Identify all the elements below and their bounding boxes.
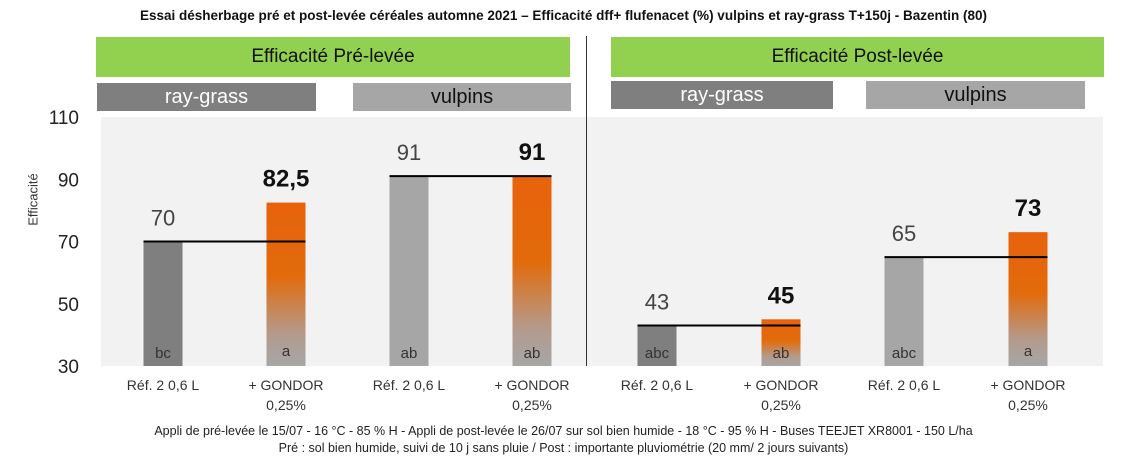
x-tick-label: Réf. 2 0,6 L (868, 377, 941, 393)
chart-title: Essai désherbage pré et post-levée céréa… (139, 8, 988, 23)
y-tick-label: 110 (49, 108, 79, 129)
banner-post-levee: Efficacité Post-levée (611, 37, 1104, 77)
x-tick-label: + GONDOR (248, 377, 323, 393)
y-tick-label: 90 (58, 170, 79, 191)
bar (637, 325, 677, 366)
x-tick-label: 0,25% (1008, 397, 1048, 413)
x-tick-label: + GONDOR (743, 377, 818, 393)
footer-line-1: Appli de pré-levée le 15/07 - 16 °C - 85… (154, 424, 973, 438)
x-tick-label: + GONDOR (494, 377, 569, 393)
data-label: 65 (892, 221, 916, 246)
stat-group-label: abc (645, 345, 670, 362)
banner-pre-levee: Efficacité Pré-levée (96, 37, 570, 77)
data-label: 43 (645, 290, 669, 315)
data-label: 45 (768, 282, 795, 309)
group-label-post-ray-grass: ray-grass (611, 81, 833, 109)
y-tick-label: 50 (58, 295, 79, 316)
stat-group-label: ab (524, 345, 541, 362)
stat-group-label: abc (892, 345, 917, 362)
group-label-pre-vulpins: vulpins (353, 83, 571, 111)
bar (512, 176, 552, 366)
stat-group-label: a (1024, 343, 1033, 360)
x-tick-label: 0,25% (761, 397, 801, 413)
x-tick-label: Réf. 2 0,6 L (127, 377, 200, 393)
bar (884, 257, 924, 366)
x-tick-label: Réf. 2 0,6 L (621, 377, 694, 393)
data-label: 82,5 (263, 166, 310, 193)
bar (1008, 232, 1048, 366)
x-tick-label: 0,25% (512, 397, 552, 413)
x-tick-label: 0,25% (266, 397, 306, 413)
bar (761, 319, 801, 366)
section-separator (586, 36, 587, 366)
bar (389, 176, 429, 366)
data-label: 73 (1015, 195, 1042, 222)
footer-line-2: Pré : sol bien humide, suivi de 10 j san… (278, 441, 849, 455)
x-tick-label: Réf. 2 0,6 L (373, 377, 446, 393)
data-label: 91 (397, 140, 421, 165)
y-tick-label: 30 (58, 357, 79, 378)
group-label-post-vulpins: vulpins (866, 81, 1085, 109)
stat-group-label: a (282, 343, 291, 360)
bar (266, 202, 306, 366)
data-label: 70 (151, 206, 175, 231)
x-tick-label: + GONDOR (990, 377, 1065, 393)
stat-group-label: ab (773, 345, 790, 362)
group-label-pre-ray-grass: ray-grass (97, 83, 316, 111)
y-tick-label: 70 (58, 233, 79, 254)
stat-group-label: ab (401, 345, 418, 362)
bar (143, 241, 183, 366)
data-label: 91 (519, 139, 546, 166)
stat-group-label: bc (155, 345, 171, 362)
